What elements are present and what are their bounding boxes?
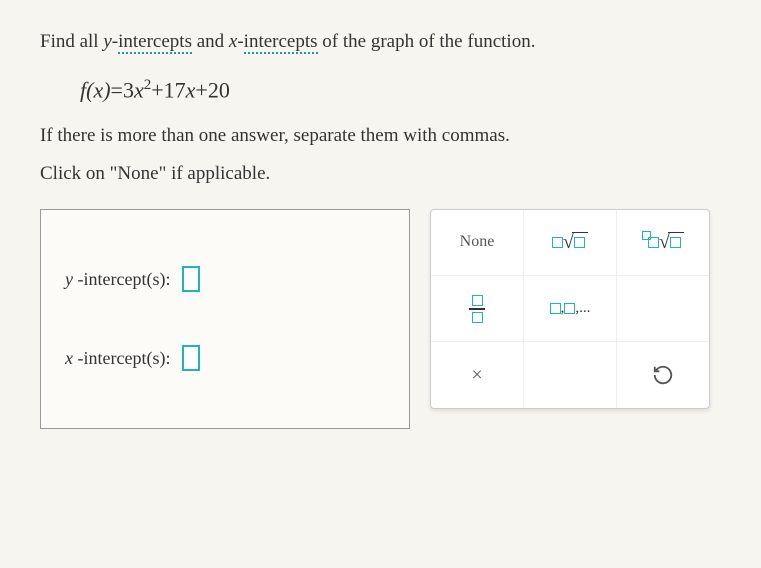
nroot-radicand-icon: [668, 232, 684, 253]
x-intercept-label: x -intercept(s):: [65, 348, 170, 369]
intercepts-link-1[interactable]: intercepts: [118, 31, 192, 54]
problem-statement: Find all y-intercepts and x-intercepts o…: [40, 28, 721, 57]
text-post: of the graph of the function.: [318, 31, 536, 52]
y-intercept-label: y -intercept(s):: [65, 269, 170, 290]
keypad-row-2: ,,...: [431, 276, 709, 342]
eq-var1: x: [134, 77, 144, 102]
y-label-var: y: [65, 269, 73, 289]
intercepts-link-2[interactable]: intercepts: [244, 31, 318, 54]
function-equation: f(x)=3x2+17x+20: [80, 77, 721, 103]
eq-term3: 20: [208, 77, 230, 102]
sqrt-radicand-icon: [572, 232, 588, 253]
key-none[interactable]: None: [431, 210, 524, 275]
instruction-2: Click on "None" if applicable.: [40, 163, 721, 185]
key-nth-root[interactable]: √: [617, 210, 709, 275]
key-empty-2: [524, 342, 617, 407]
key-clear[interactable]: ×: [431, 342, 524, 407]
eq-equals: =: [111, 77, 123, 102]
eq-plus1: +: [151, 77, 163, 102]
answer-box: y -intercept(s): x -intercept(s):: [40, 209, 410, 429]
answer-container: y -intercept(s): x -intercept(s): None √: [40, 209, 721, 429]
key-list[interactable]: ,,...: [524, 276, 617, 341]
nroot-coef-icon: [648, 237, 659, 248]
key-fraction[interactable]: [431, 276, 524, 341]
key-sqrt[interactable]: √: [524, 210, 617, 275]
y-intercept-row: y -intercept(s):: [65, 266, 385, 292]
eq-coef1: 3: [123, 77, 134, 102]
eq-plus2: +: [195, 77, 207, 102]
keypad: None √ √: [430, 209, 710, 409]
text-prefix: Find all: [40, 31, 103, 52]
x-label-text: -intercept(s):: [73, 348, 170, 368]
keypad-row-1: None √ √: [431, 210, 709, 276]
y-label-text: -intercept(s):: [73, 269, 170, 289]
instruction-1: If there is more than one answer, separa…: [40, 125, 721, 147]
eq-term2-num: 17: [164, 77, 186, 102]
key-empty: [617, 276, 709, 341]
keypad-row-3: ×: [431, 342, 709, 407]
x-intercept-row: x -intercept(s):: [65, 345, 385, 371]
x-intercept-input[interactable]: [182, 345, 200, 371]
key-reset[interactable]: [617, 342, 709, 407]
reset-icon: [652, 364, 674, 386]
frac-den-icon: [472, 312, 483, 323]
frac-num-icon: [472, 295, 483, 306]
eq-lhs: f(x): [80, 77, 111, 102]
list-icon: ,,...: [550, 300, 591, 317]
y-variable: y: [103, 31, 111, 52]
dash2: -: [237, 31, 243, 52]
frac-line-icon: [469, 308, 485, 310]
x-label-var: x: [65, 348, 73, 368]
eq-term2-var: x: [186, 77, 196, 102]
sqrt-coef-icon: [552, 237, 563, 248]
y-intercept-input[interactable]: [182, 266, 200, 292]
text-mid: and: [192, 31, 229, 52]
